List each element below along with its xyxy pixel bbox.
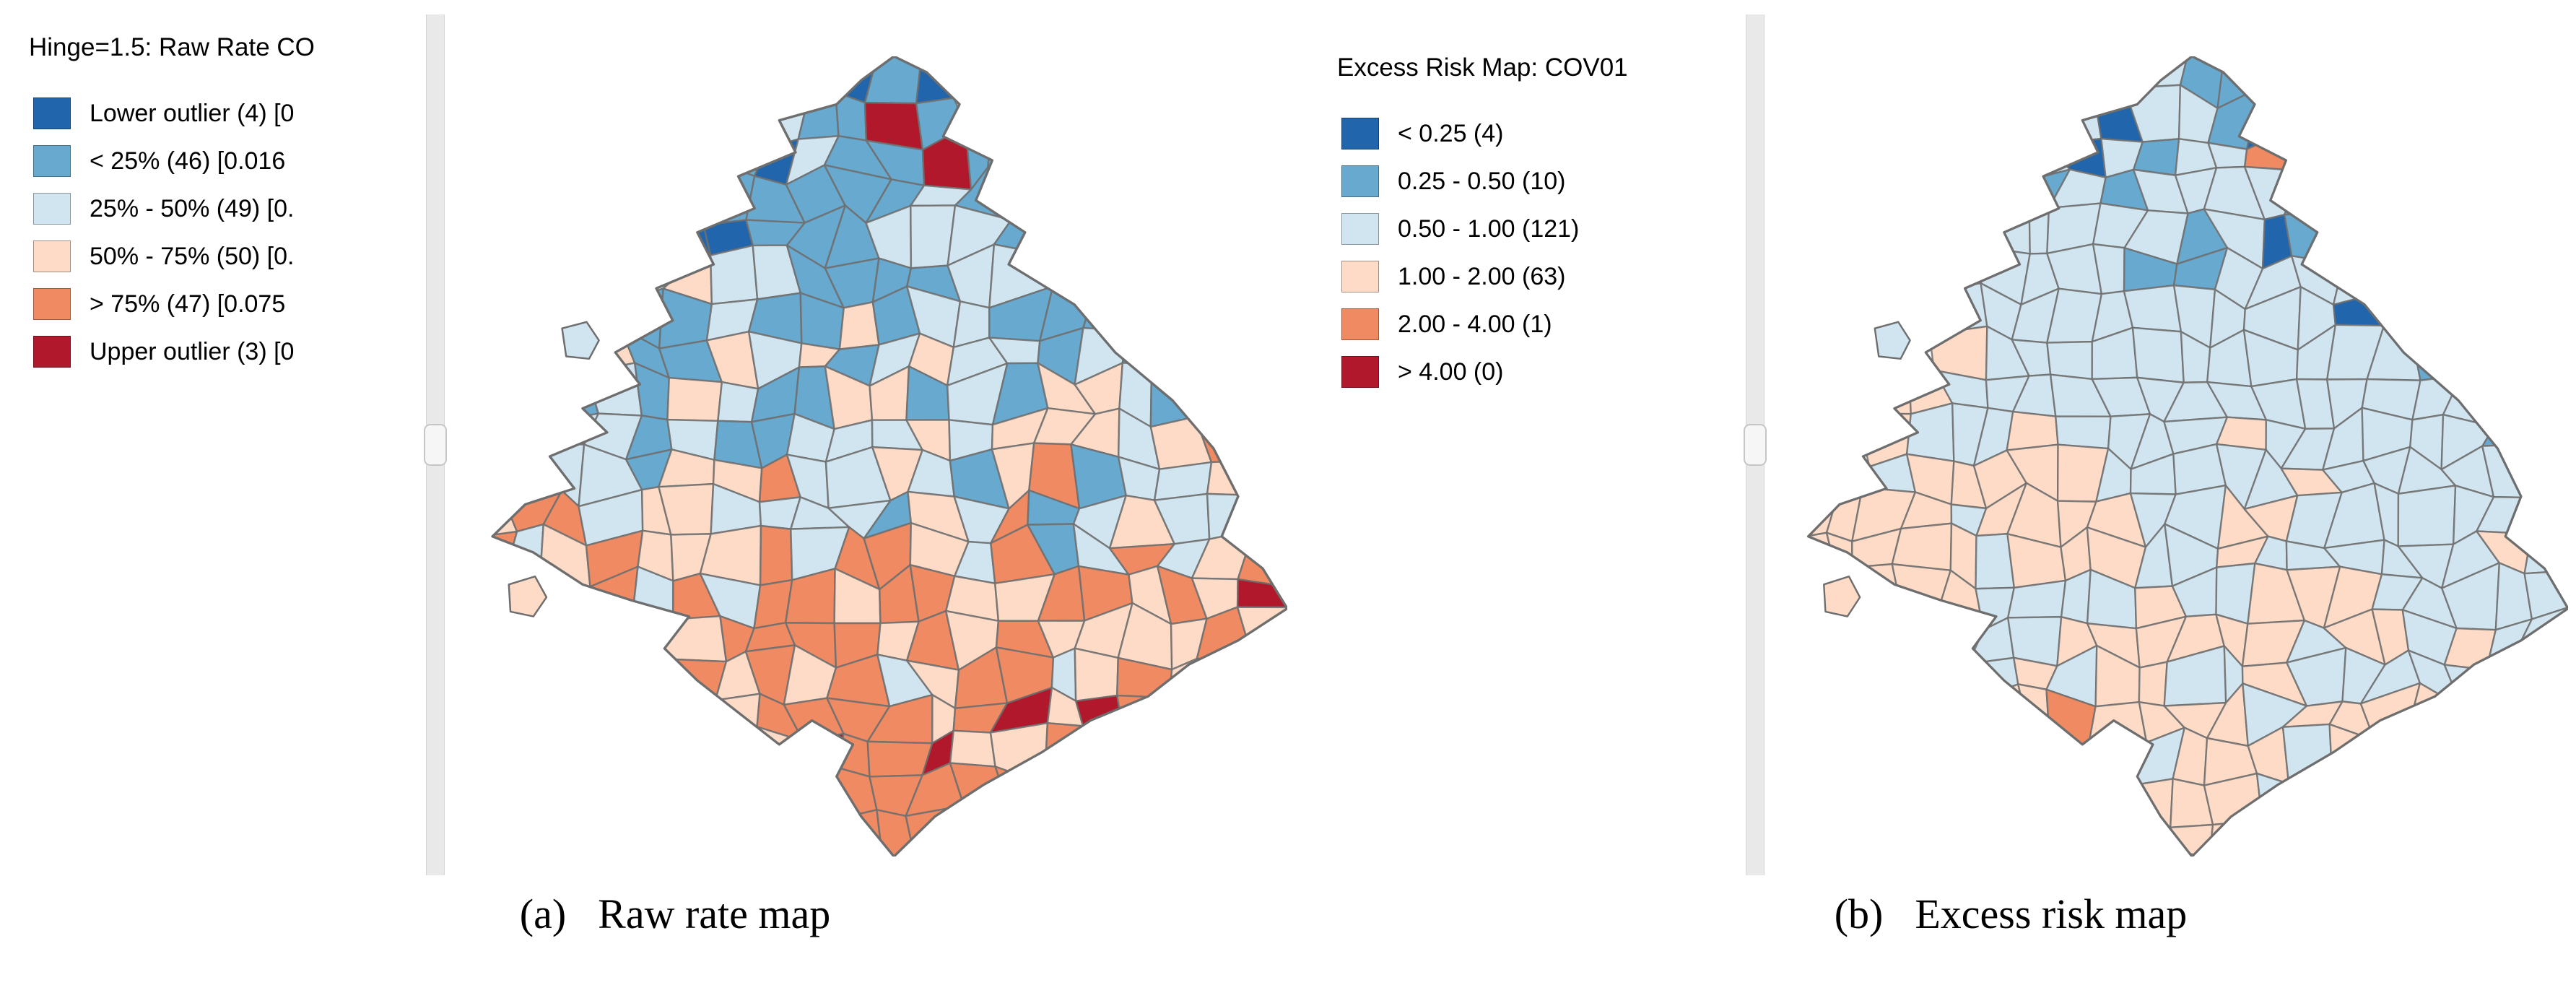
legend-color-swatch-icon xyxy=(1341,356,1379,388)
legend-color-swatch-icon xyxy=(33,288,71,320)
legend-color-swatch-icon xyxy=(33,336,71,368)
legend-color-swatch-icon xyxy=(1341,213,1379,245)
legend-title: Hinge=1.5: Raw Rate CO xyxy=(29,33,315,61)
legend-color-swatch-icon xyxy=(33,193,71,225)
legend-item[interactable]: 50% - 75% (50) [0. xyxy=(29,233,427,280)
caption-text: Raw rate map xyxy=(598,890,831,937)
legend-item-label: 25% - 50% (49) [0. xyxy=(90,194,295,222)
legend-item[interactable]: > 75% (47) [0.075 xyxy=(29,280,427,328)
legend-item-label: 50% - 75% (50) [0. xyxy=(90,242,295,270)
splitter-handle-icon[interactable] xyxy=(1744,424,1767,466)
legend-color-swatch-icon xyxy=(1341,118,1379,149)
legend-item-label: < 0.25 (4) xyxy=(1398,119,1504,147)
legend-item[interactable]: < 0.25 (4) xyxy=(1337,110,1746,157)
legend-color-swatch-icon xyxy=(33,240,71,272)
legend-item[interactable]: Lower outlier (4) [0 xyxy=(29,90,427,137)
legend-items: < 0.25 (4) 0.25 - 0.50 (10) 0.50 - 1.00 (1… xyxy=(1337,110,1746,396)
excess-risk-legend: Excess Risk Map: COV01 < 0.25 (4) 0.25 - … xyxy=(1337,52,1746,396)
legend-item-label: 1.00 - 2.00 (63) xyxy=(1398,262,1566,290)
legend-item[interactable]: < 25% (46) [0.016 xyxy=(29,137,427,185)
legend-item-label: Upper outlier (3) [0 xyxy=(90,337,295,365)
caption-label: (a) xyxy=(519,890,567,937)
legend-color-swatch-icon xyxy=(1341,165,1379,197)
caption-text: Excess risk map xyxy=(1915,890,2188,937)
excess-risk-choropleth-map[interactable] xyxy=(1785,56,2568,857)
legend-item[interactable]: 0.25 - 0.50 (10) xyxy=(1337,157,1746,205)
legend-item-label: 2.00 - 4.00 (1) xyxy=(1398,310,1552,338)
splitter-handle-icon[interactable] xyxy=(424,424,447,466)
legend-item-label: Lower outlier (4) [0 xyxy=(90,99,295,127)
legend-item[interactable]: > 4.00 (0) xyxy=(1337,348,1746,396)
legend-items: Lower outlier (4) [0 < 25% (46) [0.016 25%… xyxy=(29,90,427,376)
legend-color-swatch-icon xyxy=(33,97,71,129)
legend-item[interactable]: 1.00 - 2.00 (63) xyxy=(1337,253,1746,300)
raw-rate-legend: Hinge=1.5: Raw Rate CO Lower outlier (4)… xyxy=(29,32,427,376)
legend-color-swatch-icon xyxy=(1341,261,1379,292)
legend-item-label: < 25% (46) [0.016 xyxy=(90,147,286,175)
legend-item[interactable]: Upper outlier (3) [0 xyxy=(29,328,427,376)
legend-item-label: > 4.00 (0) xyxy=(1398,357,1504,386)
legend-color-swatch-icon xyxy=(33,145,71,177)
caption-excess-risk: (b) Excess risk map xyxy=(1646,890,2375,955)
caption-raw-rate: (a) Raw rate map xyxy=(310,890,1040,955)
legend-item-label: 0.25 - 0.50 (10) xyxy=(1398,167,1566,195)
legend-item[interactable]: 2.00 - 4.00 (1) xyxy=(1337,300,1746,348)
panel-raw-rate-map: Hinge=1.5: Raw Rate CO Lower outlier (4)… xyxy=(29,14,1287,955)
panel-excess-risk-map: Excess Risk Map: COV01 < 0.25 (4) 0.25 - … xyxy=(1292,0,2576,993)
panel-splitter[interactable] xyxy=(424,14,447,875)
raw-rate-choropleth-map[interactable] xyxy=(468,56,1287,857)
panel-splitter[interactable] xyxy=(1744,14,1767,875)
legend-item[interactable]: 0.50 - 1.00 (121) xyxy=(1337,205,1746,253)
legend-item[interactable]: 25% - 50% (49) [0. xyxy=(29,185,427,233)
legend-color-swatch-icon xyxy=(1341,308,1379,340)
legend-item-label: 0.50 - 1.00 (121) xyxy=(1398,214,1580,243)
legend-title: Excess Risk Map: COV01 xyxy=(1337,53,1628,82)
caption-label: (b) xyxy=(1834,890,1884,937)
legend-item-label: > 75% (47) [0.075 xyxy=(90,290,286,318)
